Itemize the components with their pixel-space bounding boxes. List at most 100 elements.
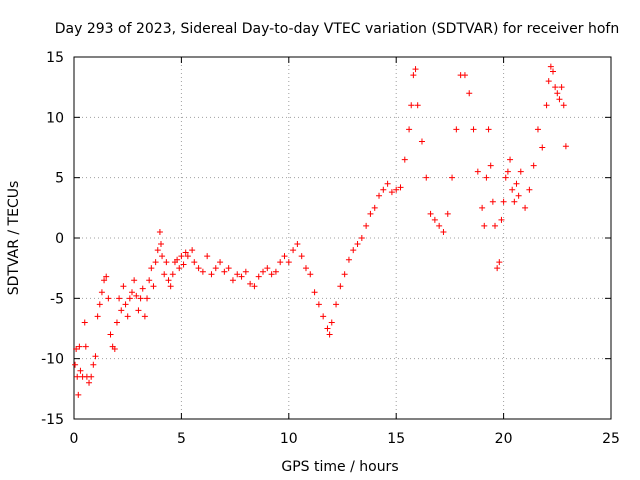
data-point <box>103 273 110 280</box>
data-point <box>176 265 183 272</box>
data-point <box>320 313 327 320</box>
data-point <box>94 313 101 320</box>
data-point <box>534 126 541 133</box>
x-axis-label: GPS time / hours <box>281 459 398 475</box>
data-point <box>483 174 490 181</box>
data-point <box>513 180 520 187</box>
data-point <box>341 271 348 278</box>
data-point <box>444 210 451 217</box>
data-point <box>204 253 211 260</box>
data-point <box>111 346 118 353</box>
data-point <box>328 319 335 326</box>
data-point <box>556 96 563 103</box>
data-point <box>461 72 468 79</box>
data-point <box>449 174 456 181</box>
x-tick-label: 15 <box>387 431 405 447</box>
data-point <box>116 295 123 302</box>
chart-title: Day 293 of 2023, Sidereal Day-to-day VTE… <box>55 21 619 37</box>
data-point <box>337 283 344 290</box>
data-point <box>144 295 151 302</box>
data-point <box>268 271 275 278</box>
data-point <box>363 222 370 229</box>
data-point <box>550 68 557 75</box>
data-point <box>406 126 413 133</box>
data-point <box>315 301 322 308</box>
data-point <box>199 268 206 275</box>
data-point <box>159 253 166 260</box>
data-point <box>388 189 395 196</box>
data-point <box>418 138 425 145</box>
data-points <box>72 63 569 398</box>
data-point <box>311 289 318 296</box>
grid <box>74 57 611 419</box>
data-point <box>113 319 120 326</box>
data-point <box>298 253 305 260</box>
data-point <box>180 261 187 268</box>
data-point <box>277 259 284 266</box>
data-point <box>376 192 383 199</box>
data-point <box>124 313 131 320</box>
data-point <box>156 228 163 235</box>
data-point <box>189 247 196 254</box>
data-point <box>511 198 518 205</box>
data-point <box>92 353 99 360</box>
data-point <box>367 210 374 217</box>
x-tick-label: 10 <box>280 431 298 447</box>
data-point <box>371 204 378 211</box>
data-point <box>139 285 146 292</box>
data-point <box>133 292 140 299</box>
data-point <box>326 331 333 338</box>
data-point <box>72 361 79 368</box>
y-tick-label: 0 <box>55 231 64 247</box>
data-point <box>562 143 569 150</box>
data-point <box>522 204 529 211</box>
data-point <box>440 228 447 235</box>
y-axis-label: SDTVAR / TECUs <box>6 181 22 296</box>
data-point <box>485 126 492 133</box>
data-point <box>152 259 159 266</box>
data-point <box>487 162 494 169</box>
data-point <box>498 216 505 223</box>
data-point <box>251 283 258 290</box>
data-point <box>496 259 503 266</box>
data-point <box>479 204 486 211</box>
data-point <box>247 280 254 287</box>
data-point <box>255 273 262 280</box>
data-point <box>436 222 443 229</box>
y-tick-label: 10 <box>46 110 64 126</box>
data-point <box>539 144 546 151</box>
data-point <box>401 156 408 163</box>
data-point <box>157 241 164 248</box>
data-point <box>526 186 533 193</box>
data-point <box>530 162 537 169</box>
data-point <box>98 289 105 296</box>
data-point <box>333 301 340 308</box>
data-point <box>285 259 292 266</box>
data-point <box>178 253 185 260</box>
data-point <box>397 184 404 191</box>
data-point <box>77 367 84 374</box>
data-point <box>76 343 83 350</box>
data-point <box>148 265 155 272</box>
axis-ticks: 0 5 10 15 20 25 -15 -10 -5 0 5 10 15 <box>41 50 620 447</box>
data-point <box>324 325 331 332</box>
x-tick-label: 20 <box>495 431 513 447</box>
data-point <box>474 168 481 175</box>
data-point <box>229 277 236 284</box>
data-point <box>75 391 82 398</box>
data-point <box>380 186 387 193</box>
data-point <box>384 180 391 187</box>
data-point <box>238 273 245 280</box>
data-point <box>74 373 81 380</box>
data-point <box>221 268 228 275</box>
x-tick-label: 0 <box>70 431 79 447</box>
data-point <box>294 241 301 248</box>
data-point <box>431 216 438 223</box>
x-tick-label: 25 <box>602 431 620 447</box>
data-point <box>412 66 419 73</box>
data-point <box>242 268 249 275</box>
data-point <box>217 259 224 266</box>
data-point <box>502 174 509 181</box>
